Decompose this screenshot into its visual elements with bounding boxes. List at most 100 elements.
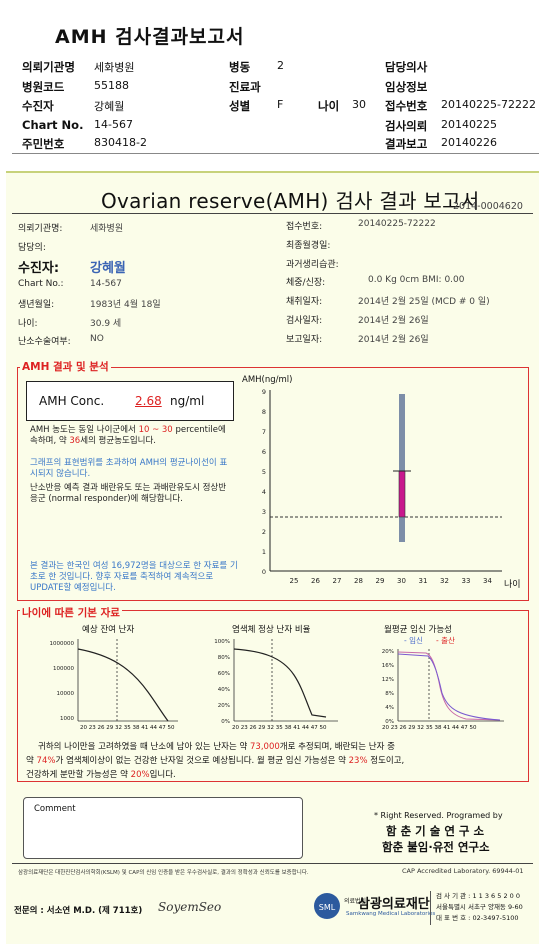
org-info-2: 서울특별시 서초구 양재동 9-60 <box>436 903 523 911</box>
field-institution-value: 세화병원 <box>90 224 124 234</box>
amh-chart-xtick: 30 <box>397 577 406 585</box>
report-header-title: AMH 검사결과보고서 <box>55 26 245 48</box>
ref-chart3: 20% 16% 12% 8% 4% 0% <box>382 649 504 725</box>
lab-name-2: 함춘 불임·유전 연구소 <box>382 840 490 854</box>
amh-chart-xtick: 26 <box>311 577 320 585</box>
value-age: 30 <box>352 98 366 111</box>
amh-chart-xtick: 32 <box>440 577 449 585</box>
field-doctor-label: 담당의: <box>18 243 46 253</box>
ref-chart1-ytick: 1000 <box>60 716 74 722</box>
label-institution: 의뢰기관명 <box>22 60 75 74</box>
ref-chart3-ytick: 12% <box>382 677 394 683</box>
amh-chart-xlabel: 나이 <box>504 580 521 590</box>
age-reference-section <box>17 610 529 782</box>
label-age: 나이 <box>318 99 340 113</box>
summary-line-3: 건강하게 분만할 가능성은 약 20%입니다. <box>26 770 176 780</box>
field-receipt-label: 접수번호: <box>286 222 323 232</box>
label-sex: 성별 <box>229 99 251 113</box>
summary-line-1: 귀하의 나이만을 고려하였을 때 난소에 남아 있는 난자는 약 73,000개… <box>38 742 395 752</box>
ref-chart1-ytick: 100000 <box>53 666 74 672</box>
ref-chart3-ytick: 0% <box>385 719 394 725</box>
cap-note: CAP Accredited Laboratory. 69944-01 <box>402 867 524 875</box>
ref-chart3-xaxis: 20 23 26 29 32 35 38 41 44 47 50 <box>382 725 477 731</box>
ref-chart1-title: 예상 잔여 난자 <box>82 625 135 635</box>
amh-chart-xtick: 34 <box>483 577 492 585</box>
cert-note: 삼광의료재단은 대한진단검사의학회(KSLM) 및 CAP의 신임 인증을 받은… <box>18 870 309 876</box>
org-name: 삼광의료재단 <box>358 897 430 912</box>
value-patient: 강혜월 <box>94 100 125 113</box>
value-resident-no: 830418-2 <box>94 136 147 149</box>
org-info-3: 대 표 번 호 : 02-3497-5100 <box>436 914 519 922</box>
amh-chart-ytick: 5 <box>262 468 266 476</box>
field-lmp-label: 최종월경일: <box>286 241 331 251</box>
amh-conc-box: AMH Conc. 2.68 ng/ml <box>26 381 234 421</box>
rights-note: * Right Reserved. Programed by <box>374 811 503 820</box>
label-report-date: 결과보고 <box>385 137 428 151</box>
amh-chart-value-bar <box>398 470 406 518</box>
amh-chart-ytick: 2 <box>262 528 266 536</box>
ref-chart1: 1000000 100000 10000 1000 <box>50 639 178 722</box>
amh-chart-ytick: 9 <box>262 388 266 396</box>
field-collect-label: 채취일자: <box>286 297 323 307</box>
amh-chart-ytick: 3 <box>262 508 266 516</box>
doctor-signature: SoyemSeo <box>158 900 222 914</box>
label-clinical-info: 임상정보 <box>385 80 428 94</box>
ref-chart3-legend-pregnancy: - 임신 <box>404 636 423 645</box>
ref-chart3-ytick: 20% <box>382 649 394 655</box>
org-info-1: 검 사 기 관 : 1 1 3 6 5 2 0 0 <box>436 892 520 900</box>
ref-chart2-ytick: 60% <box>218 671 230 677</box>
header-divider <box>12 153 539 154</box>
field-history-label: 과거생리습관: <box>286 260 339 270</box>
ref-chart2-ytick: 80% <box>218 655 230 661</box>
amh-chart-ytick: 6 <box>262 448 266 456</box>
ref-chart2-ytick: 0% <box>221 719 230 725</box>
label-resident-no: 주민번호 <box>22 137 65 151</box>
ref-chart2: 100% 80% 60% 40% 20% 0% <box>214 639 338 725</box>
ref-chart1-xaxis: 20 23 26 29 32 35 38 41 44 47 50 <box>80 725 175 731</box>
label-receipt-no: 접수번호 <box>385 99 428 113</box>
field-test-value: 2014년 2월 26일 <box>358 316 429 326</box>
amh-conc-label: AMH Conc. <box>39 394 105 408</box>
field-age-label: 나이: <box>18 319 38 329</box>
field-surgery-value: NO <box>90 334 104 344</box>
amh-chart-ytick: 1 <box>262 548 266 556</box>
ref-chart3-ytick: 8% <box>385 691 394 697</box>
amh-chart-xtick: 27 <box>333 577 342 585</box>
field-report-value: 2014년 2월 26일 <box>358 335 429 345</box>
ref-chart3-legend-birth: - 출산 <box>436 636 455 645</box>
amh-chart-ytick: 8 <box>262 408 266 416</box>
label-patient: 수진자 <box>22 99 54 113</box>
field-patient-label: 수진자: <box>18 261 60 276</box>
lab-name-1: 함 춘 기 술 연 구 소 <box>386 824 485 838</box>
field-institution-label: 의뢰기관명: <box>18 224 63 234</box>
field-birth-value: 1983년 4월 18일 <box>90 300 161 310</box>
ref-chart3-ytick: 16% <box>382 663 394 669</box>
value-receipt-no: 20140225-72222 <box>441 98 536 111</box>
comment-label: Comment <box>34 804 76 814</box>
ref-chart2-xaxis: 20 23 26 29 32 35 38 41 44 47 50 <box>232 725 327 731</box>
field-chart-label: Chart No.: <box>18 279 64 289</box>
value-chart-no: 14-567 <box>94 118 133 131</box>
value-report-date: 20140226 <box>441 136 497 149</box>
amh-result-section <box>17 367 529 601</box>
ref-chart2-ytick: 40% <box>218 687 230 693</box>
amh-chart-xtick: 25 <box>290 577 299 585</box>
field-report-label: 보고일자: <box>286 335 323 345</box>
value-request-date: 20140225 <box>441 118 497 131</box>
amh-paragraph-response: 난소반응 예측 결과 배란유도 또는 과배란유도시 정상반응군 (normal … <box>30 483 227 504</box>
ref-chart1-ytick: 10000 <box>57 691 75 697</box>
ref-chart2-ytick: 20% <box>218 703 230 709</box>
amh-section-heading: AMH 결과 및 분석 <box>20 359 111 374</box>
comment-box: Comment <box>23 797 303 859</box>
ref-chart2-ytick: 100% <box>214 639 230 645</box>
scanned-report: Ovarian reserve(AMH) 검사 결과 보고서 2014-0004… <box>6 171 539 944</box>
amh-paragraph-dataset: 본 결과는 한국인 여성 16,972명을 대상으로 한 자료를 기초로 한 것… <box>30 561 238 593</box>
ref-section-heading: 나이에 따른 기본 자료 <box>20 605 122 620</box>
amh-paragraph-percentile: AMH 농도는 동일 나이군에서 10 ~ 30 percentile에 속하며… <box>30 425 226 446</box>
value-ward: 2 <box>277 59 284 72</box>
label-ward: 병동 <box>229 60 251 74</box>
amh-chart-xtick: 29 <box>376 577 385 585</box>
amh-chart-xtick: 31 <box>419 577 428 585</box>
amh-chart-ytick: 0 <box>262 568 266 576</box>
field-weight-value: 0.0 Kg 0cm BMI: 0.00 <box>368 275 465 285</box>
